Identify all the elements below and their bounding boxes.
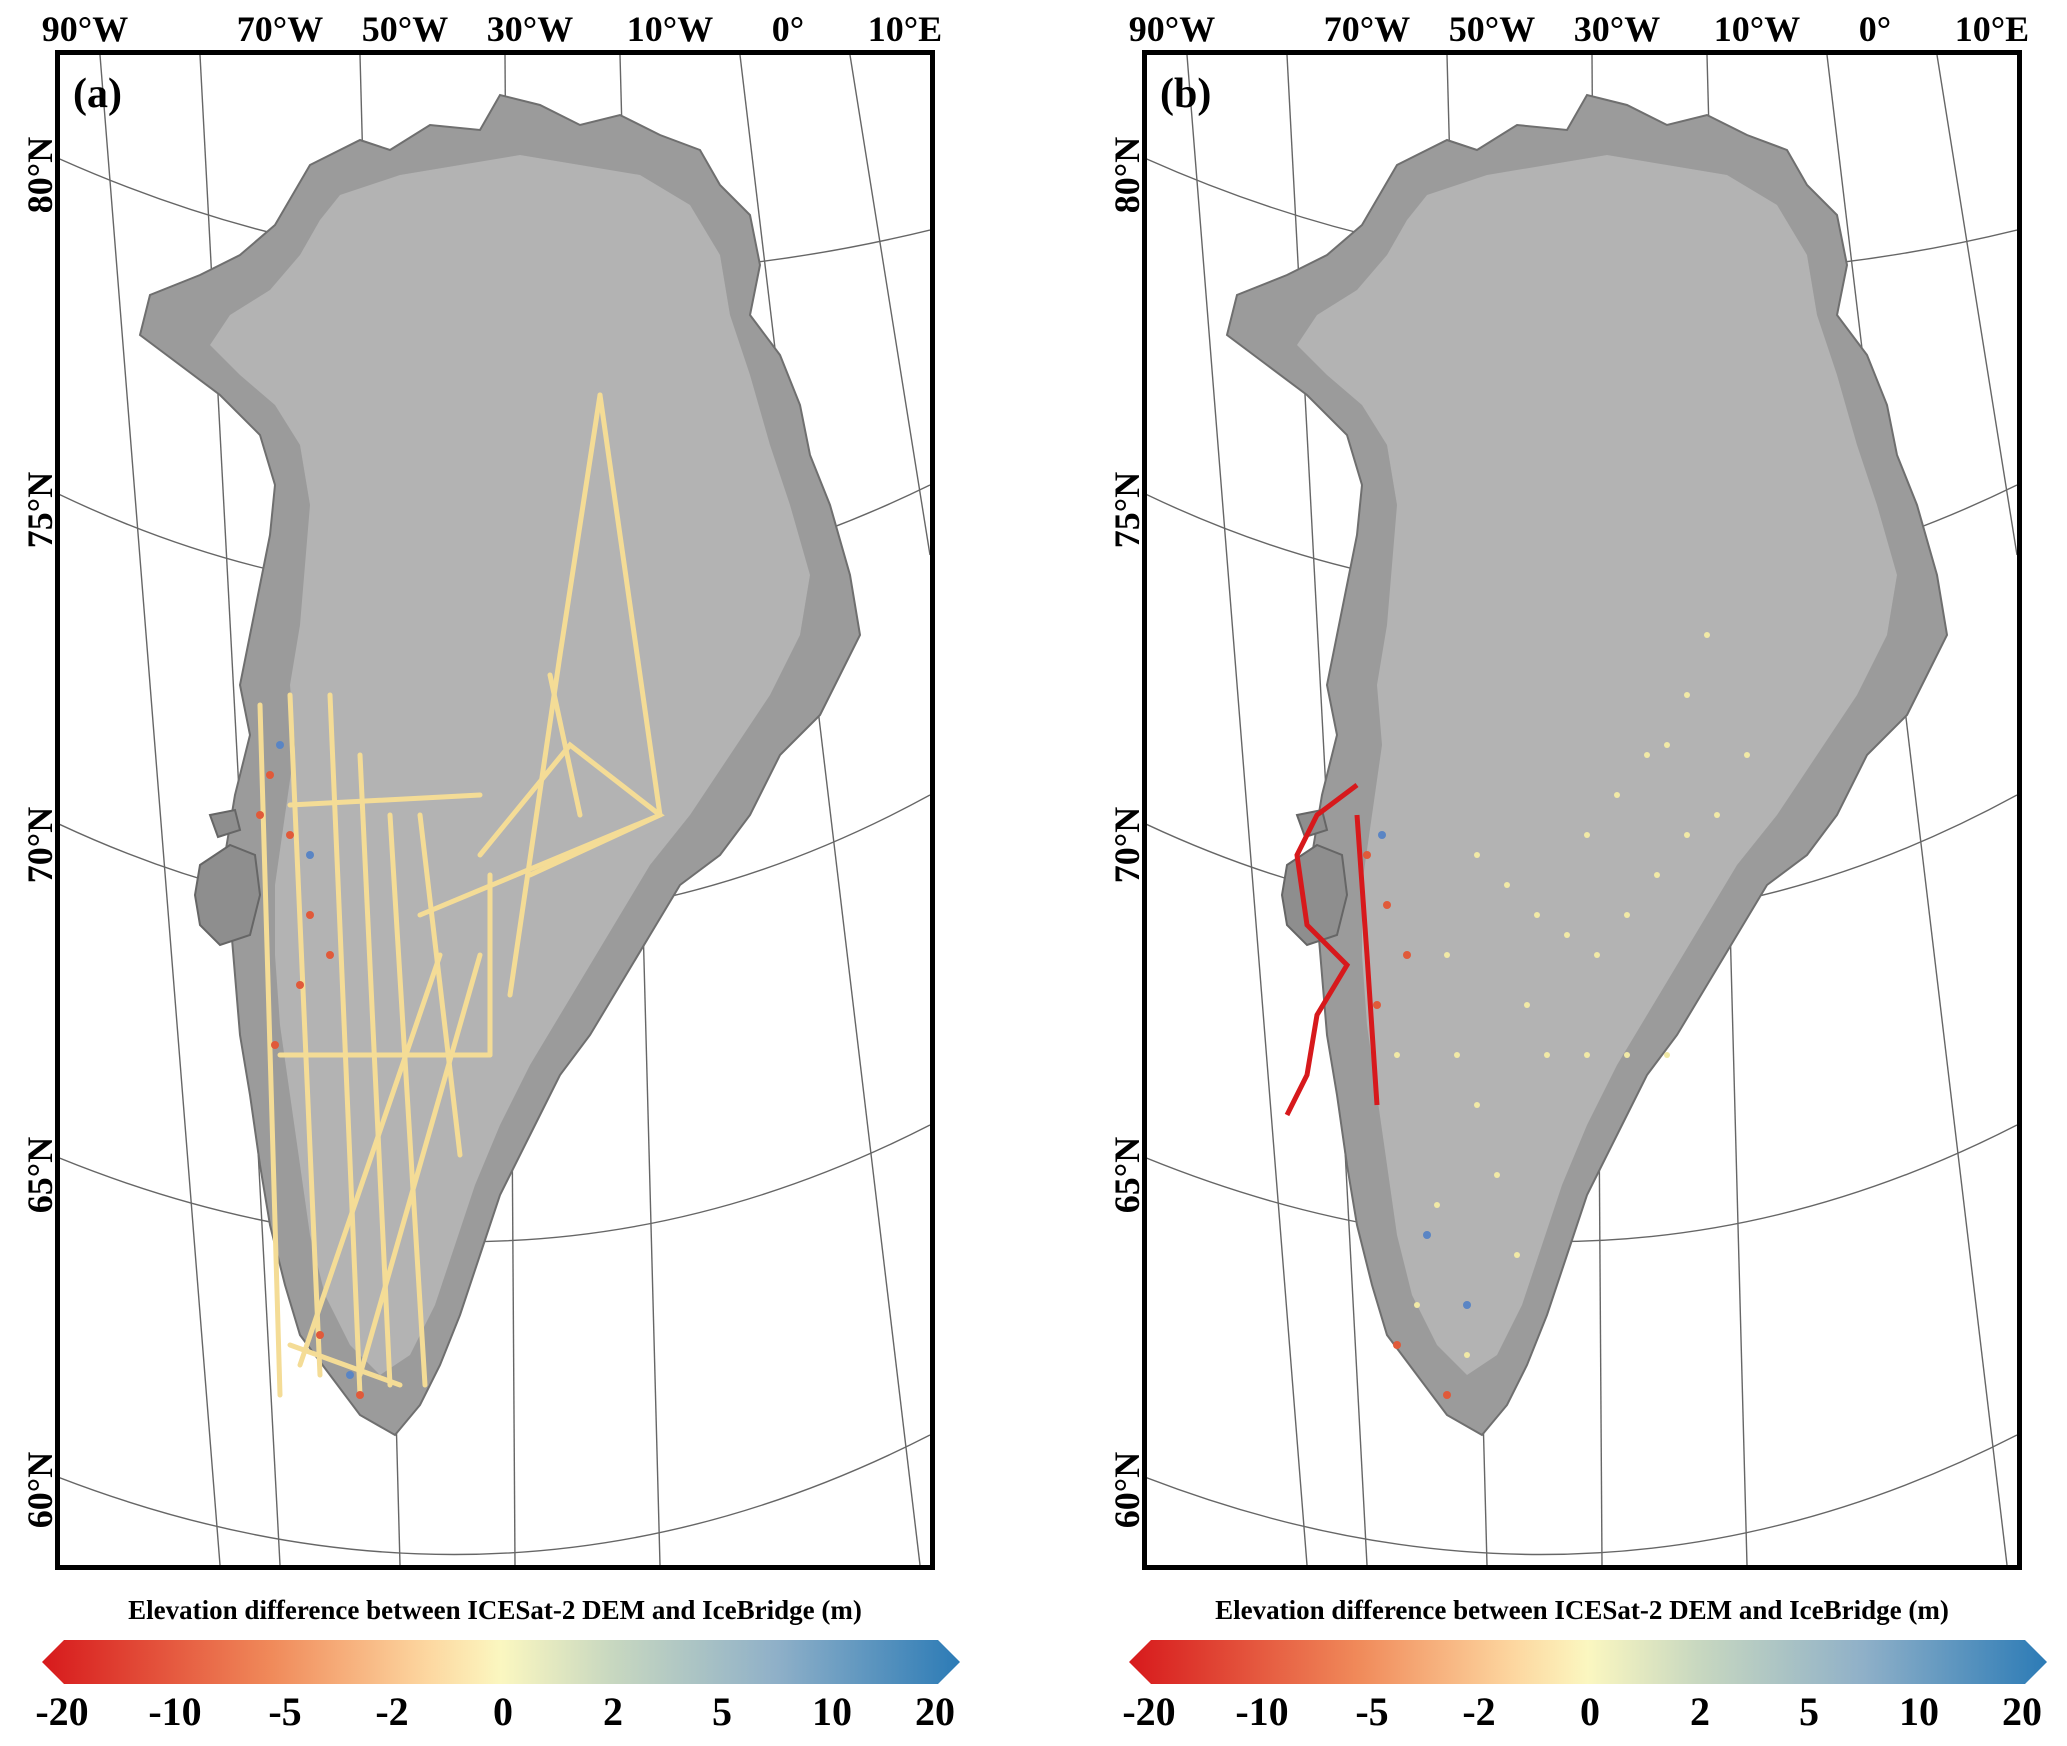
- lon-label: 0°: [771, 9, 805, 49]
- island: [208, 808, 242, 839]
- negative-points: [1363, 851, 1451, 1399]
- lon-label: 30°W: [1573, 9, 1661, 49]
- map-panel-a: 90°W 70°W 50°W 30°W 10°W 0° 10°E 80°N 75…: [0, 0, 1000, 1746]
- map-panel-b: 90°W 70°W 50°W 30°W 10°W 0° 10°E 80°N 75…: [1087, 0, 2067, 1746]
- greenland-map: [60, 55, 930, 1565]
- colorbar-tick: 10: [812, 1689, 852, 1734]
- lon-label: 10°E: [1954, 9, 2030, 49]
- colorbar-title: Elevation difference between ICESat-2 DE…: [1215, 1595, 1949, 1625]
- lon-label: 90°W: [1128, 9, 1216, 49]
- colorbar-tick: 5: [712, 1689, 732, 1734]
- panel-label: (a): [73, 71, 122, 117]
- greenland-map: [1147, 55, 2017, 1565]
- colorbar-tick: -2: [375, 1689, 409, 1734]
- negative-points: [256, 771, 364, 1399]
- lon-label: 70°W: [236, 9, 324, 49]
- lon-label: 70°W: [1323, 9, 1411, 49]
- positive-points: [276, 741, 354, 1379]
- colorbar-tick: -20: [1122, 1689, 1176, 1734]
- lon-label: 30°W: [486, 9, 574, 49]
- sparse-points: [1394, 632, 1750, 1358]
- colorbar-tick: -5: [268, 1689, 302, 1734]
- lon-label: 50°W: [361, 9, 449, 49]
- lon-label: 10°W: [1713, 9, 1801, 49]
- colorbar-tick: 10: [1899, 1689, 1939, 1734]
- ice-sheet: [210, 155, 810, 1375]
- colorbar-tick: 2: [603, 1689, 623, 1734]
- lon-label: 90°W: [41, 9, 129, 49]
- colorbar-tick: -5: [1355, 1689, 1389, 1734]
- colorbar-tick: -2: [1462, 1689, 1496, 1734]
- panel-label: (b): [1160, 71, 1212, 117]
- lon-label: 10°W: [626, 9, 714, 49]
- colorbar-tick: 20: [915, 1689, 955, 1734]
- disko-island: [193, 843, 262, 947]
- colorbar: [1129, 1640, 2047, 1684]
- map-frame: [55, 50, 935, 1570]
- lon-label: 50°W: [1448, 9, 1536, 49]
- colorbar-tick: -10: [148, 1689, 202, 1734]
- ice-sheet: [1297, 155, 1897, 1375]
- lon-label: 10°E: [867, 9, 943, 49]
- coastal-track: [1284, 783, 1380, 1117]
- map-frame: [1142, 50, 2022, 1570]
- colorbar-tick: 5: [1799, 1689, 1819, 1734]
- colorbar-tick: 20: [2002, 1689, 2042, 1734]
- colorbar-tick: -10: [1235, 1689, 1289, 1734]
- colorbar-title: Elevation difference between ICESat-2 DE…: [128, 1595, 862, 1625]
- colorbar-tick: -20: [35, 1689, 89, 1734]
- lon-label: 0°: [1858, 9, 1892, 49]
- colorbar-tick: 2: [1690, 1689, 1710, 1734]
- colorbar-tick: 0: [1580, 1689, 1600, 1734]
- colorbar: [42, 1640, 960, 1684]
- track-lines: [257, 392, 665, 1398]
- colorbar-tick: 0: [493, 1689, 513, 1734]
- positive-points: [1378, 831, 1471, 1309]
